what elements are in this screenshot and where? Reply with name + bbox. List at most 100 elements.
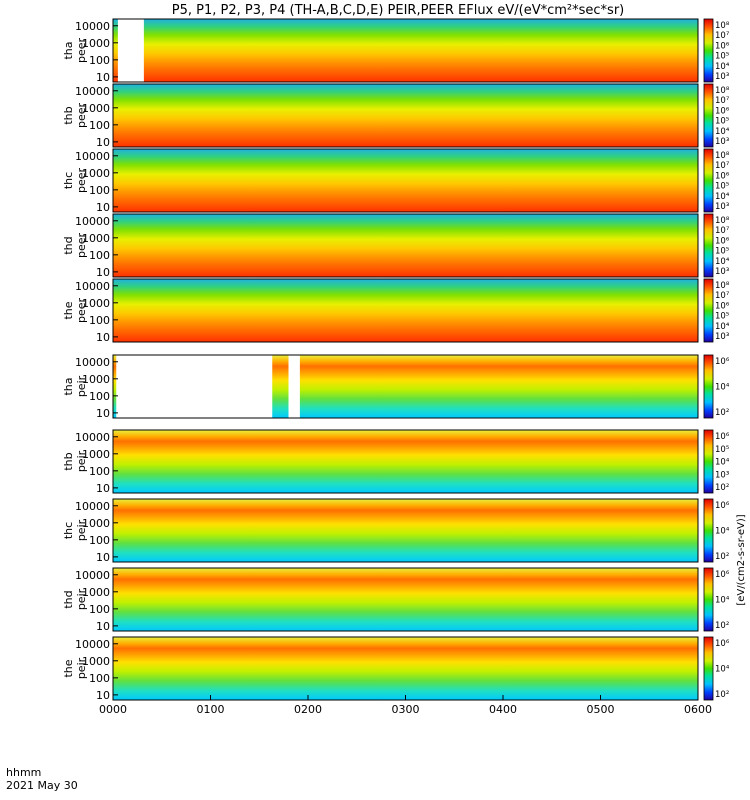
panel-label-thc-peir: peir: [75, 519, 88, 541]
colorbar-tick-label-thd-peir: 10⁴: [715, 596, 730, 606]
colorbar-thc-peir: [703, 498, 714, 563]
y-tick-label-thd-peir: 10000: [75, 569, 110, 582]
colorbar-tick-label-tha-peer: 10⁵: [715, 52, 729, 62]
y-tick-label-thb-peer: 10: [96, 136, 110, 149]
y-tick-label-the-peir: 10000: [75, 638, 110, 651]
panel-label-the-peer: peer: [75, 298, 88, 324]
x-tick-label: 0000: [99, 703, 127, 716]
colorbar-tick-label-thb-peer: 10³: [715, 137, 729, 147]
colorbar-tick-label-the-peer: 10⁶: [715, 301, 730, 311]
colorbar-tick-label-tha-peer: 10⁴: [715, 62, 730, 72]
y-tick-label-tha-peir: 1000: [82, 373, 110, 386]
colorbar-tick-label-thb-peer: 10⁶: [715, 106, 730, 116]
colorbar-thb-peer: [703, 83, 714, 148]
colorbar-tick-label-thc-peer: 10⁴: [715, 192, 730, 202]
colorbar-tick-label-the-peer: 10⁷: [715, 291, 730, 301]
spectrogram-the-peir: [113, 637, 698, 700]
panel-label-thb-peir: thb: [62, 452, 75, 470]
y-tick-label-the-peer: 100: [89, 314, 110, 327]
colorbar-tick-label-thc-peer: 10⁷: [715, 161, 730, 171]
panel-label-thc-peir: thc: [62, 522, 75, 539]
frame-thc-peer: [112, 148, 699, 213]
panel-label-thd-peir: thd: [62, 590, 75, 608]
colorbar-tick-label-thc-peir: 10⁴: [715, 527, 730, 537]
panel-label-thd-peir: peir: [75, 588, 88, 610]
colorbar-tick-label-the-peer: 10⁴: [715, 322, 730, 332]
y-tick-label-thc-peir: 1000: [82, 517, 110, 530]
y-tick-label-thd-peer: 1000: [82, 232, 110, 245]
spectrogram-thd-peir: [113, 568, 698, 631]
frame-the-peer: [112, 278, 699, 343]
colorbar-tick-label-tha-peir: 10⁶: [715, 357, 730, 367]
y-tick-label-the-peir: 100: [89, 672, 110, 685]
panel-label-thd-peer: peer: [75, 233, 88, 259]
colorbar-tick-label-thd-peer: 10³: [715, 267, 729, 277]
colorbar-tick-label-tha-peir: 10⁴: [715, 383, 730, 393]
y-tick-label-thb-peer: 10000: [75, 85, 110, 98]
colorbar-tick-label-thd-peir: 10⁶: [715, 570, 730, 580]
data-gap-tha-peer: [117, 19, 144, 82]
colorbar-the-peir: [703, 636, 714, 701]
figure-title: P5, P1, P2, P3, P4 (TH-A,B,C,D,E) PEIR,P…: [172, 3, 625, 18]
x-tick-label: 0600: [684, 703, 712, 716]
colorbar-tick-label-tha-peir: 10²: [715, 408, 729, 418]
frame-tha-peer: [112, 18, 699, 83]
colorbar-tick-label-thd-peer: 10⁴: [715, 257, 730, 267]
y-tick-label-thb-peir: 1000: [82, 448, 110, 461]
colorbar-tha-peer: [703, 18, 714, 83]
y-tick-label-thb-peir: 10000: [75, 431, 110, 444]
y-tick-label-the-peer: 10000: [75, 280, 110, 293]
colorbar-tick-label-thc-peer: 10⁵: [715, 182, 729, 192]
y-tick-label-tha-peer: 100: [89, 54, 110, 67]
colorbar-tick-label-thc-peer: 10⁸: [715, 151, 730, 161]
panel-label-tha-peer: peer: [75, 38, 88, 64]
panel-label-thc-peer: peer: [75, 168, 88, 194]
spectrogram-thb-peer: [113, 84, 698, 147]
frame-thd-peir: [112, 567, 699, 632]
colorbar-thb-peir: [703, 429, 714, 494]
colorbar-tick-label-thb-peir: 10⁶: [715, 432, 730, 442]
colorbar-thd-peer: [703, 213, 714, 278]
colorbar-tick-label-thc-peer: 10⁶: [715, 171, 730, 181]
x-tick-label: 0500: [587, 703, 615, 716]
y-tick-label-tha-peer: 10: [96, 71, 110, 84]
y-tick-label-thb-peir: 10: [96, 482, 110, 495]
colorbar-tick-label-the-peir: 10⁴: [715, 665, 730, 675]
panel-label-thc-peer: thc: [62, 172, 75, 189]
panel-label-tha-peer: tha: [62, 41, 75, 59]
frame-thc-peir: [112, 498, 699, 563]
frame-thd-peer: [112, 213, 699, 278]
colorbar-tick-label-tha-peer: 10⁸: [715, 21, 730, 31]
colorbar-thd-peir: [703, 567, 714, 632]
colorbar-tick-label-thb-peer: 10⁸: [715, 86, 730, 96]
colorbar-thc-peer: [703, 148, 714, 213]
colorbar-tick-label-tha-peer: 10³: [715, 72, 729, 82]
y-tick-label-thc-peer: 10: [96, 201, 110, 214]
colorbar-tick-label-the-peer: 10⁵: [715, 312, 729, 322]
x-tick-label: 0400: [489, 703, 517, 716]
y-tick-label-thc-peir: 100: [89, 534, 110, 547]
spectrogram-thb-peir: [113, 430, 698, 493]
panel-label-the-peir: peir: [75, 657, 88, 679]
colorbar-tick-label-thb-peer: 10⁷: [715, 96, 730, 106]
panel-label-thb-peer: peer: [75, 103, 88, 129]
colorbar-tick-label-thb-peir: 10²: [715, 483, 729, 493]
colorbar-tick-label-tha-peer: 10⁷: [715, 31, 730, 41]
spectrogram-thc-peir: [113, 499, 698, 562]
y-tick-label-thd-peir: 100: [89, 603, 110, 616]
colorbar-tick-label-thb-peir: 10³: [715, 470, 729, 480]
y-tick-label-thd-peer: 100: [89, 249, 110, 262]
y-tick-label-tha-peer: 10000: [75, 20, 110, 33]
y-tick-label-the-peir: 1000: [82, 655, 110, 668]
colorbar-tick-label-thd-peer: 10⁵: [715, 247, 729, 257]
y-tick-label-thc-peer: 1000: [82, 167, 110, 180]
